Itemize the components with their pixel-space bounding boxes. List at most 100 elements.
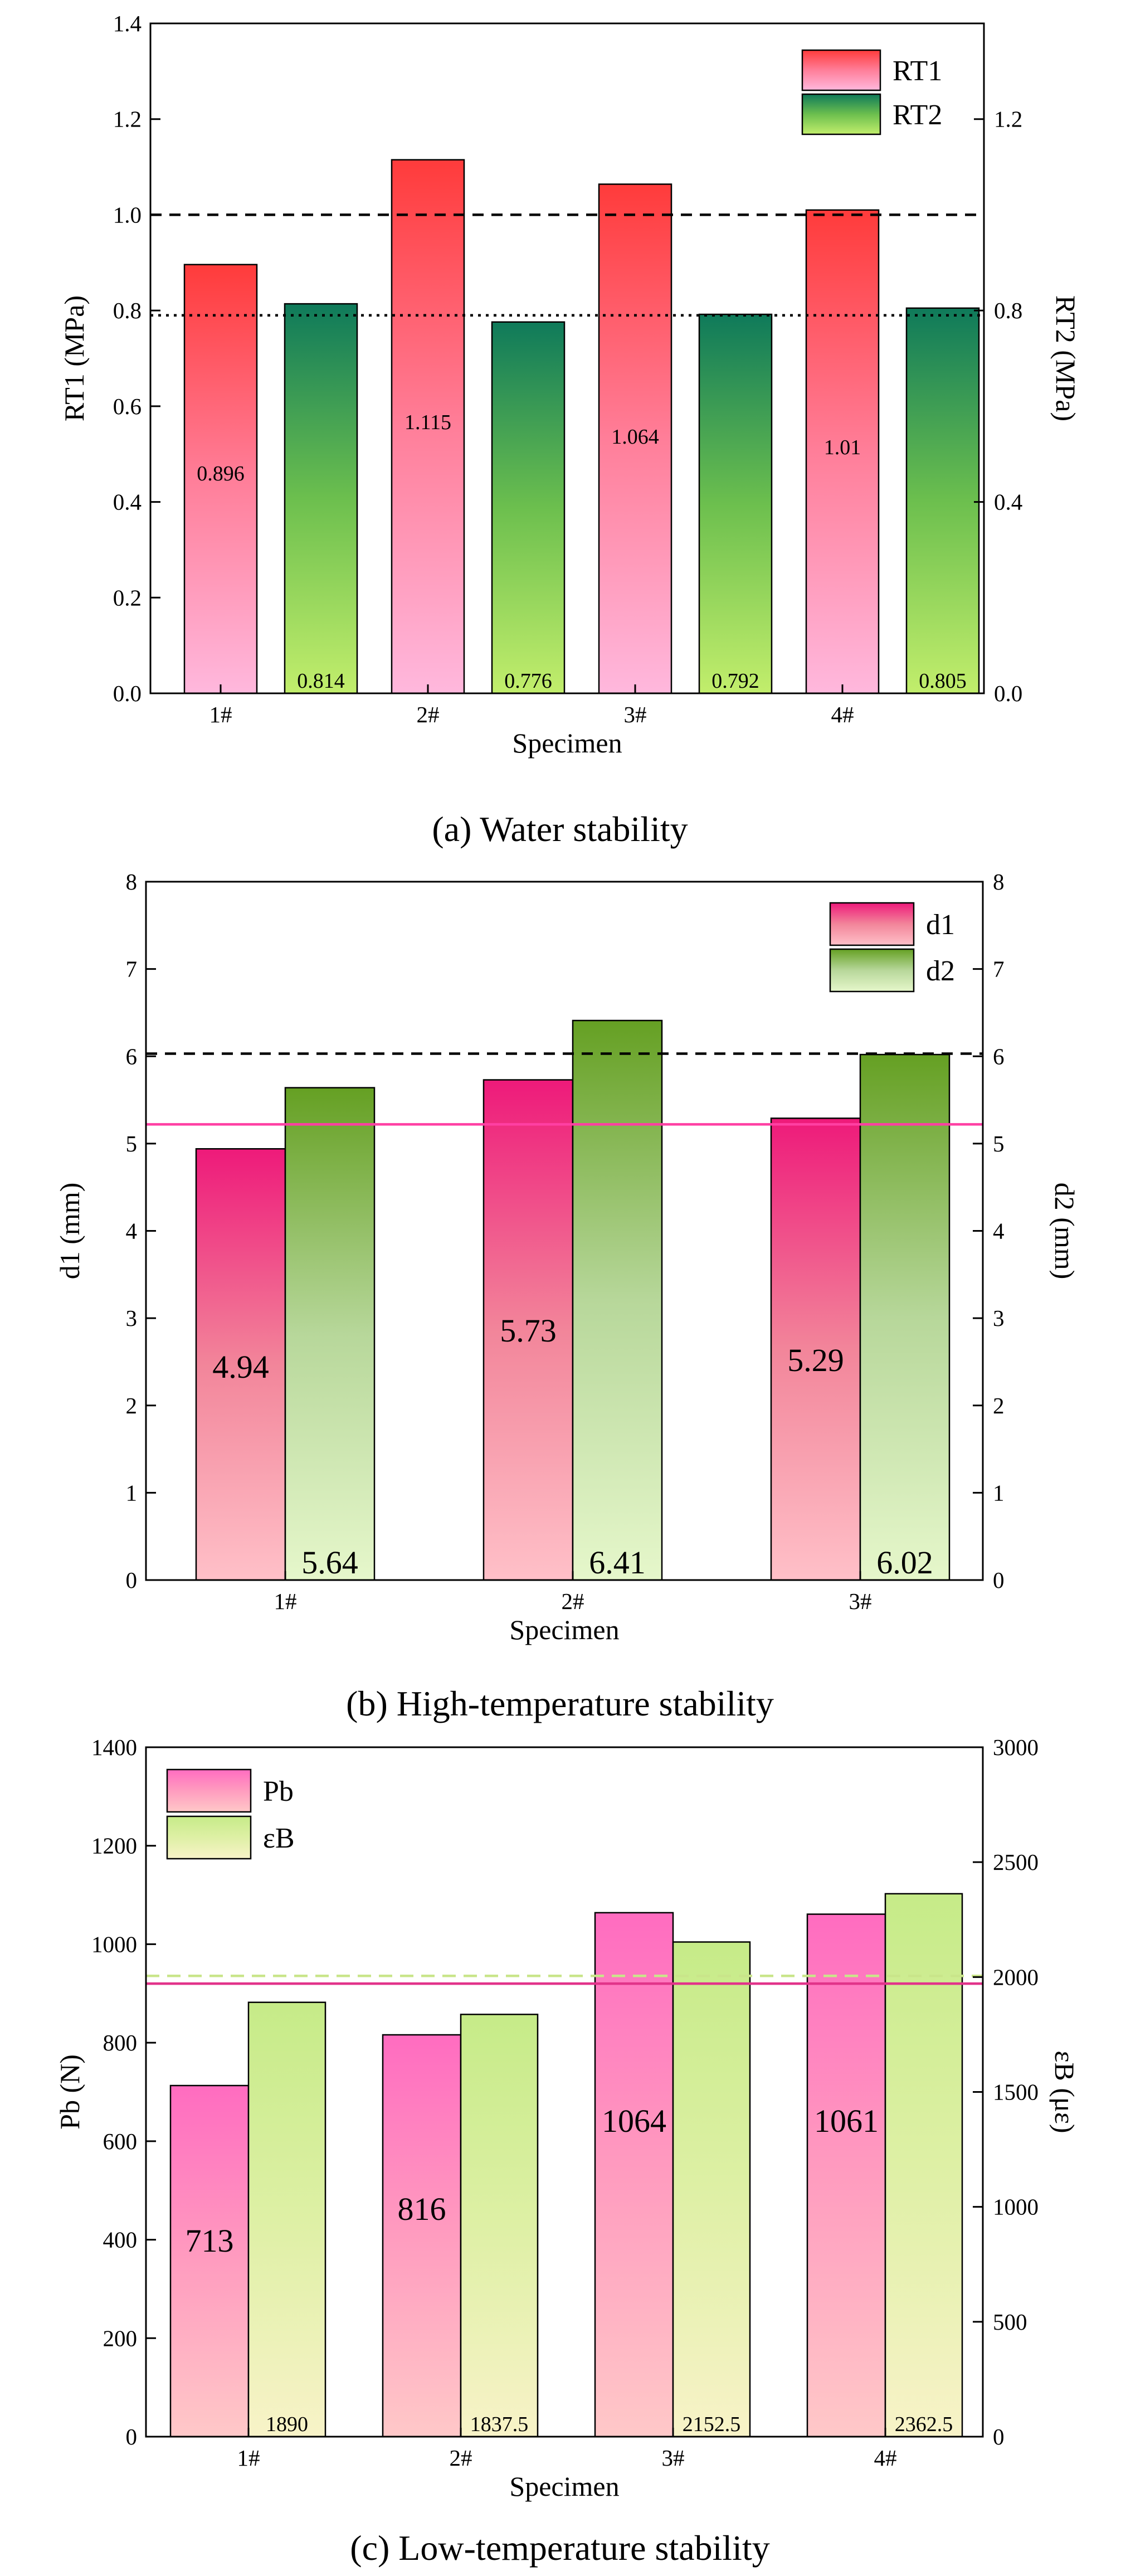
- right-tick-label: 0.4: [994, 489, 1022, 515]
- right-tick-label: 7: [993, 956, 1005, 982]
- data-label-d1-2#: 5.73: [500, 1313, 557, 1349]
- bar-Pb-1#: [169, 2084, 250, 2438]
- right-axis-title: RT2 (MPa): [1050, 295, 1081, 421]
- right-tick-label: 4: [993, 1218, 1005, 1244]
- left-tick-label: 1400: [91, 1734, 137, 1760]
- right-tick-label: 6: [993, 1043, 1005, 1069]
- left-tick-label: 7: [126, 956, 138, 982]
- right-tick-label: 3: [993, 1305, 1005, 1331]
- x-tick-label: 2#: [417, 702, 440, 727]
- caption-1: (b) High-temperature stability: [346, 1684, 774, 1723]
- left-tick-label: 5: [126, 1131, 138, 1156]
- data-label-d1-3#: 5.29: [787, 1342, 844, 1378]
- legend-swatch-RT2: [801, 93, 881, 135]
- bar-RT1-2#: [391, 159, 465, 694]
- plot-frame-0: [149, 22, 985, 694]
- left-tick-label: 600: [103, 2128, 138, 2154]
- x-axis-title: Specimen: [512, 727, 622, 759]
- left-tick-label: 0: [126, 2424, 138, 2449]
- bar-Pb-4#: [806, 1913, 886, 2438]
- bar-εB-2#: [460, 2014, 539, 2438]
- bar-d2-2#: [572, 1019, 663, 1581]
- left-axis-title: Pb (N): [54, 2054, 85, 2130]
- bar-d1-1#: [195, 1148, 286, 1581]
- left-tick-label: 1200: [91, 1833, 137, 1859]
- x-tick-label: 2#: [450, 2445, 472, 2471]
- bar-RT1-1#: [183, 264, 258, 694]
- x-tick-label: 1#: [237, 2445, 260, 2471]
- x-axis-title: Specimen: [509, 1614, 619, 1645]
- left-tick-label: 8: [126, 869, 138, 895]
- bar-d2-3#: [859, 1053, 951, 1581]
- left-tick-label: 1.4: [113, 11, 142, 36]
- right-tick-label: 2000: [993, 1964, 1039, 1990]
- right-tick-label: 5: [993, 1131, 1005, 1156]
- bar-εB-3#: [672, 1941, 751, 2438]
- legend-label-d1: d1: [926, 909, 955, 941]
- left-tick-label: 400: [103, 2227, 138, 2253]
- x-axis-title: Specimen: [509, 2471, 619, 2502]
- right-tick-label: 1: [993, 1480, 1005, 1505]
- left-axis-title: d1 (mm): [54, 1183, 85, 1280]
- data-label-Pb-2#: 816: [398, 2191, 446, 2227]
- data-label-RT2-1#: 0.814: [297, 669, 345, 693]
- bar-εB-1#: [247, 2001, 326, 2438]
- x-tick-label: 1#: [209, 702, 232, 727]
- data-label-RT1-3#: 1.064: [611, 425, 659, 449]
- legend-swatch-d1: [829, 902, 915, 946]
- x-tick-label: 4#: [831, 702, 854, 727]
- left-tick-label: 2: [126, 1393, 138, 1418]
- right-tick-label: 500: [993, 2309, 1027, 2335]
- left-tick-label: 1000: [91, 1931, 137, 1957]
- data-label-d2-2#: 6.41: [589, 1544, 646, 1581]
- data-label-RT1-4#: 1.01: [824, 436, 861, 459]
- data-label-RT2-3#: 0.792: [711, 669, 759, 693]
- bar-d1-3#: [770, 1117, 861, 1581]
- legend-swatch-RT1: [801, 49, 881, 91]
- x-tick-label: 2#: [562, 1588, 584, 1614]
- bar-RT2-1#: [284, 303, 358, 694]
- right-tick-label: 1.2: [994, 106, 1022, 132]
- data-label-εB-3#: 2152.5: [683, 2413, 741, 2436]
- data-label-RT1-1#: 0.896: [197, 462, 245, 485]
- data-label-εB-4#: 2362.5: [895, 2413, 953, 2436]
- legend-label-RT1: RT1: [893, 55, 942, 87]
- data-label-Pb-3#: 1064: [602, 2103, 666, 2139]
- left-tick-label: 0.4: [113, 489, 142, 515]
- data-label-εB-2#: 1837.5: [470, 2413, 529, 2436]
- right-axis-title: εB (με): [1049, 2051, 1080, 2133]
- left-tick-label: 4: [126, 1218, 138, 1244]
- left-tick-label: 0: [126, 1567, 138, 1593]
- data-label-d2-1#: 5.64: [301, 1544, 358, 1581]
- right-tick-label: 0: [993, 2424, 1005, 2449]
- right-tick-label: 0.0: [994, 681, 1022, 706]
- right-tick-label: 1000: [993, 2194, 1039, 2220]
- right-tick-label: 2500: [993, 1849, 1039, 1875]
- caption-0: (a) Water stability: [432, 809, 688, 849]
- right-tick-label: 1500: [993, 2079, 1039, 2105]
- legend-swatch-d2: [829, 948, 915, 993]
- data-label-εB-1#: 1890: [266, 2413, 308, 2436]
- right-tick-label: 8: [993, 869, 1005, 895]
- left-tick-label: 200: [103, 2325, 138, 2351]
- data-label-Pb-1#: 713: [186, 2223, 234, 2259]
- legend-label-RT2: RT2: [893, 99, 942, 131]
- left-tick-label: 800: [103, 2030, 138, 2055]
- bar-d1-2#: [482, 1079, 574, 1581]
- x-tick-label: 3#: [662, 2445, 685, 2471]
- right-tick-label: 2: [993, 1393, 1005, 1418]
- left-tick-label: 0.6: [113, 393, 142, 419]
- bar-d2-1#: [284, 1087, 376, 1581]
- bar-RT2-3#: [698, 313, 773, 694]
- left-tick-label: 0.2: [113, 585, 142, 610]
- left-tick-label: 0.0: [113, 681, 142, 706]
- x-tick-label: 3#: [849, 1588, 872, 1614]
- right-tick-label: 0: [993, 1567, 1005, 1593]
- data-label-RT1-2#: 1.115: [404, 411, 451, 434]
- legend-label-εB: εB: [263, 1822, 295, 1854]
- legend-swatch-Pb: [166, 1768, 252, 1813]
- left-tick-label: 3: [126, 1305, 138, 1331]
- x-tick-label: 4#: [874, 2445, 897, 2471]
- data-label-RT2-2#: 0.776: [504, 669, 552, 693]
